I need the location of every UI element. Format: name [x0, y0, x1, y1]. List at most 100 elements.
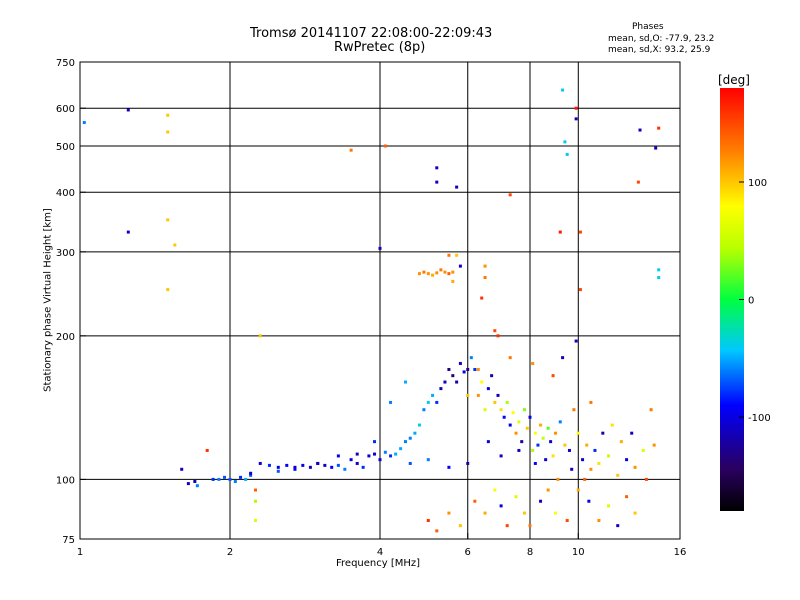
data-point: [574, 339, 578, 343]
data-point: [166, 288, 170, 292]
data-point: [654, 146, 658, 150]
data-point: [528, 524, 532, 528]
data-point: [616, 524, 620, 528]
data-point: [633, 511, 637, 515]
data-point: [483, 264, 487, 268]
colorbar-tick-labels: 100 0 -100: [739, 178, 771, 424]
data-point: [508, 193, 512, 197]
y-tick-label: 500: [56, 142, 75, 153]
data-point: [641, 448, 645, 452]
data-point: [417, 423, 421, 427]
data-point: [574, 117, 578, 121]
data-point: [625, 495, 629, 499]
data-point: [480, 380, 484, 384]
data-point: [336, 454, 340, 458]
data-point: [253, 519, 257, 523]
data-point: [533, 461, 537, 465]
data-point: [558, 230, 562, 234]
phases-x-stats: mean, sd,X: 93.2, 25.9: [608, 45, 711, 55]
x-tick-label: 16: [674, 547, 687, 558]
data-point: [499, 454, 503, 458]
data-point: [576, 488, 580, 492]
data-point: [458, 361, 462, 365]
data-point: [447, 465, 451, 469]
data-point: [431, 273, 435, 277]
data-point: [330, 465, 334, 469]
data-point: [373, 440, 377, 444]
data-point: [408, 436, 412, 440]
data-point: [597, 461, 601, 465]
data-point: [349, 458, 353, 462]
data-point: [285, 463, 289, 467]
y-tick-label: 200: [56, 332, 75, 343]
data-point: [630, 431, 634, 435]
data-point: [355, 452, 359, 456]
data-point: [514, 495, 518, 499]
x-tick-label: 8: [527, 547, 533, 558]
data-point: [551, 454, 555, 458]
data-point: [549, 440, 553, 444]
data-point: [343, 467, 347, 471]
data-point: [383, 144, 387, 148]
data-point: [644, 477, 648, 481]
data-point: [508, 423, 512, 427]
colorbar-tick-label: 0: [748, 296, 754, 307]
data-point: [443, 270, 447, 274]
data-point: [561, 88, 565, 92]
data-point: [551, 374, 555, 378]
data-point: [517, 448, 521, 452]
data-point: [553, 511, 557, 515]
data-point: [483, 408, 487, 412]
data-point: [431, 393, 435, 397]
data-point: [413, 431, 417, 435]
data-point: [466, 461, 470, 465]
data-point: [539, 423, 543, 427]
data-point: [443, 380, 447, 384]
data-point: [389, 454, 393, 458]
data-point: [82, 121, 86, 125]
colorbar-tick-label: 100: [748, 178, 767, 189]
data-point: [657, 268, 661, 272]
data-point: [422, 270, 426, 274]
data-point: [336, 463, 340, 467]
y-tick-label: 100: [56, 475, 75, 486]
data-point: [458, 264, 462, 268]
data-point: [601, 431, 605, 435]
data-point: [607, 454, 611, 458]
data-point: [323, 463, 327, 467]
x-tick-label: 1: [77, 547, 83, 558]
x-axis-label: Frequency [MHz]: [336, 558, 421, 569]
data-point: [483, 276, 487, 280]
data-point: [505, 524, 509, 528]
data-point: [233, 479, 237, 483]
data-point: [531, 448, 535, 452]
x-tick-labels: 1 2 4 6 8 10 16: [77, 533, 687, 558]
data-point: [597, 519, 601, 523]
data-point: [403, 380, 407, 384]
data-point: [462, 370, 466, 374]
data-point: [383, 450, 387, 454]
data-point: [399, 447, 403, 451]
y-tick-label: 750: [56, 58, 75, 69]
data-point: [574, 106, 578, 110]
data-point: [435, 271, 439, 275]
data-point: [466, 393, 470, 397]
data-point: [253, 499, 257, 503]
data-point: [180, 467, 184, 471]
data-point: [496, 334, 500, 338]
data-point: [439, 268, 443, 272]
data-point: [439, 387, 443, 391]
data-point: [426, 272, 430, 276]
data-point: [249, 473, 253, 477]
data-point: [546, 488, 550, 492]
data-point: [316, 461, 320, 465]
data-point: [567, 448, 571, 452]
y-tick-label: 400: [56, 188, 75, 199]
data-point: [589, 400, 593, 404]
data-point: [570, 467, 574, 471]
data-point: [523, 511, 527, 515]
data-point: [308, 465, 312, 469]
data-point: [638, 128, 642, 132]
data-point: [583, 477, 587, 481]
